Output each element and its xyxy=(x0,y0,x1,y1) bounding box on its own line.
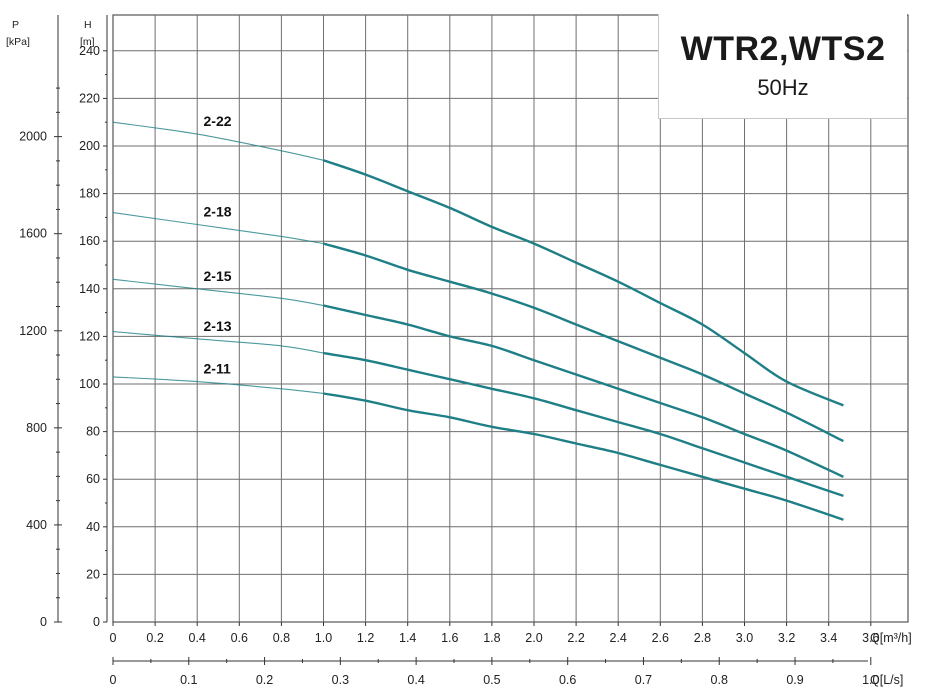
p-axis-tick-label: 1200 xyxy=(19,324,47,338)
h-axis-label: H xyxy=(84,19,92,31)
p-axis-tick-label: 800 xyxy=(26,421,47,435)
x-axis-tick-label: 0.8 xyxy=(273,631,290,645)
h-axis-tick-label: 240 xyxy=(79,44,100,58)
series-curve-2-11 xyxy=(323,392,844,521)
x2-axis-tick-label: 0.6 xyxy=(559,673,576,687)
x2-axis-tick-label: 0.7 xyxy=(635,673,652,687)
p-axis-label: P xyxy=(12,19,19,31)
series-curve-2-18 xyxy=(323,242,844,443)
chart-title-box: WTR2,WTS2 50Hz xyxy=(658,14,907,119)
x-axis-tick-label: 2.8 xyxy=(694,631,711,645)
series-curve-2-22 xyxy=(323,159,844,407)
x-axis-tick-label: 0 xyxy=(110,631,117,645)
series-curve-2-15 xyxy=(323,304,844,478)
series-curve-2-13 xyxy=(323,351,844,498)
x2-axis-label: Q[L/s] xyxy=(870,673,903,687)
x-axis-label: Q[m³/h] xyxy=(870,631,912,645)
x2-axis-tick-label: 0.9 xyxy=(786,673,803,687)
h-axis-tick-label: 140 xyxy=(79,282,100,296)
p-axis-tick-label: 2000 xyxy=(19,130,47,144)
h-axis-tick-label: 60 xyxy=(86,472,100,486)
series-label-2-11: 2-11 xyxy=(204,361,231,377)
series-labels: 2-22 2-18 2-15 2-13 2-11 xyxy=(204,113,232,377)
x-axis-tick-label: 1.8 xyxy=(483,631,500,645)
x-axis-tick-label: 3.0 xyxy=(736,631,753,645)
h-axis-tick-label: 80 xyxy=(86,425,100,439)
h-axis-unit: [m] xyxy=(80,36,95,48)
series-curve-2-11 xyxy=(112,376,324,395)
x2-axis-tick-label: 0.3 xyxy=(332,673,349,687)
x-axis-tick-label: 3.4 xyxy=(820,631,837,645)
x2-axis-tick-label: 1.0 xyxy=(862,673,879,687)
x2-axis-tick-label: 0.1 xyxy=(180,673,197,687)
x-axis-tick-label: 1.0 xyxy=(315,631,332,645)
p-axis-tick-label: 400 xyxy=(26,518,47,532)
h-axis-tick-label: 100 xyxy=(79,377,100,391)
series-label-2-18: 2-18 xyxy=(204,204,232,220)
x-axis-tick-label: 0.6 xyxy=(231,631,248,645)
x-axis-tick-label: 0.2 xyxy=(146,631,163,645)
h-axis-tick-label: 40 xyxy=(86,520,100,534)
h-axis-tick-label: 220 xyxy=(79,91,100,105)
h-axis-tick-label: 180 xyxy=(79,187,100,201)
x-axis-tick-label: 3.6 xyxy=(862,631,879,645)
h-axis-tick-label: 0 xyxy=(93,615,100,629)
series-curve-2-15 xyxy=(112,278,324,307)
chart-title: WTR2,WTS2 xyxy=(680,30,886,68)
h-axis-tick-label: 20 xyxy=(86,567,100,581)
x2-axis-tick-label: 0 xyxy=(110,673,117,687)
x-axis-tick-label: 2.2 xyxy=(567,631,584,645)
series-label-2-13: 2-13 xyxy=(204,318,232,334)
x-axis-tick-label: 3.2 xyxy=(778,631,795,645)
plot-border xyxy=(112,14,909,623)
x-axis-tick-label: 0.4 xyxy=(189,631,206,645)
h-axis-tick-label: 120 xyxy=(79,329,100,343)
x-axis-tick-label: 1.6 xyxy=(441,631,458,645)
chart-subtitle: 50Hz xyxy=(757,75,809,100)
p-axis-unit: [kPa] xyxy=(6,36,30,48)
series-label-2-15: 2-15 xyxy=(204,268,232,284)
x2-axis-tick-label: 0.4 xyxy=(407,673,424,687)
p-axis-tick-label: 0 xyxy=(40,615,47,629)
x-axis-tick-label: 1.2 xyxy=(357,631,374,645)
series-curves xyxy=(112,121,844,521)
h-axis-tick-label: 160 xyxy=(79,234,100,248)
x2-axis-tick-label: 0.8 xyxy=(711,673,728,687)
x2-axis-tick-label: 0.2 xyxy=(256,673,273,687)
x-axis-tick-label: 2.4 xyxy=(610,631,627,645)
series-label-2-22: 2-22 xyxy=(204,113,232,129)
h-axis-tick-label: 200 xyxy=(79,139,100,153)
axes: 0 20 40 60 80 100 120 140 160 180 200 220 240 0 400 800… xyxy=(19,15,880,687)
series-curve-2-18 xyxy=(112,212,324,245)
x-axis-tick-label: 1.4 xyxy=(399,631,416,645)
series-curve-2-22 xyxy=(112,121,324,161)
p-axis-tick-label: 1600 xyxy=(19,227,47,241)
x-axis-tick-label: 2.0 xyxy=(525,631,542,645)
x2-axis-tick-label: 0.5 xyxy=(483,673,500,687)
x-axis-tick-label: 2.6 xyxy=(652,631,669,645)
series-curve-2-13 xyxy=(112,331,324,354)
